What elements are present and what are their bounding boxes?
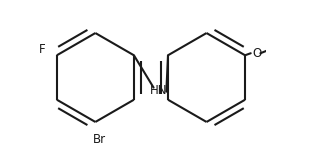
Text: Br: Br bbox=[93, 133, 106, 146]
Text: O: O bbox=[253, 47, 262, 60]
Text: HN: HN bbox=[150, 84, 167, 97]
Text: F: F bbox=[39, 43, 46, 56]
